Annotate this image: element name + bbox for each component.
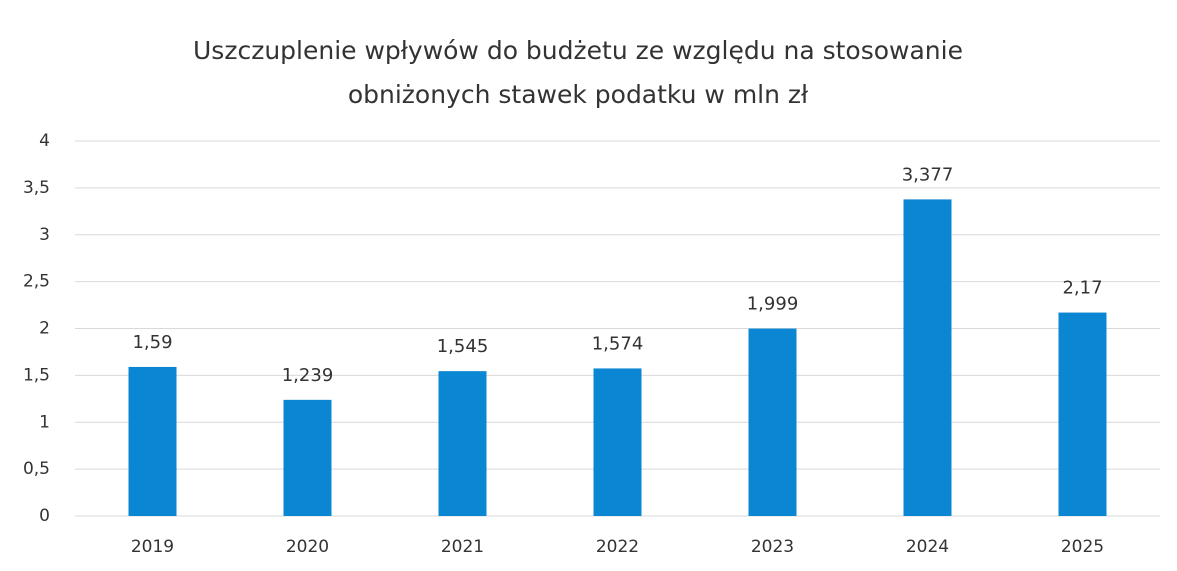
y-tick-label: 1,5 <box>23 365 50 385</box>
x-tick-label: 2025 <box>1061 537 1104 557</box>
data-label: 1,574 <box>592 333 644 354</box>
data-label: 1,59 <box>132 332 172 353</box>
bar <box>1058 312 1107 516</box>
x-tick-label: 2022 <box>596 537 639 557</box>
y-tick-label: 2 <box>39 319 50 339</box>
data-label: 1,239 <box>282 365 334 386</box>
y-tick-label: 0 <box>39 506 50 526</box>
y-tick-label: 0,5 <box>23 459 50 479</box>
bar <box>903 199 952 516</box>
chart-title: obniżonych stawek podatku w mln zł <box>348 80 809 109</box>
x-tick-label: 2021 <box>441 537 484 557</box>
x-tick-label: 2023 <box>751 537 794 557</box>
x-tick-label: 2019 <box>131 537 174 557</box>
bar <box>748 328 797 516</box>
bar <box>438 371 487 516</box>
y-tick-label: 1 <box>39 412 50 432</box>
data-label: 1,999 <box>747 294 799 315</box>
y-tick-label: 3,5 <box>23 178 50 198</box>
data-label: 1,545 <box>437 336 489 357</box>
x-tick-label: 2024 <box>906 537 949 557</box>
bar <box>593 368 642 516</box>
bar <box>128 366 177 516</box>
y-tick-label: 4 <box>39 131 50 151</box>
bar <box>283 399 332 516</box>
chart-title: Uszczuplenie wpływów do budżetu ze wzglę… <box>193 36 963 65</box>
y-tick-label: 2,5 <box>23 272 50 292</box>
data-label: 2,17 <box>1062 278 1102 299</box>
y-tick-label: 3 <box>39 225 50 245</box>
data-label: 3,377 <box>902 164 954 185</box>
x-tick-label: 2020 <box>286 537 329 557</box>
